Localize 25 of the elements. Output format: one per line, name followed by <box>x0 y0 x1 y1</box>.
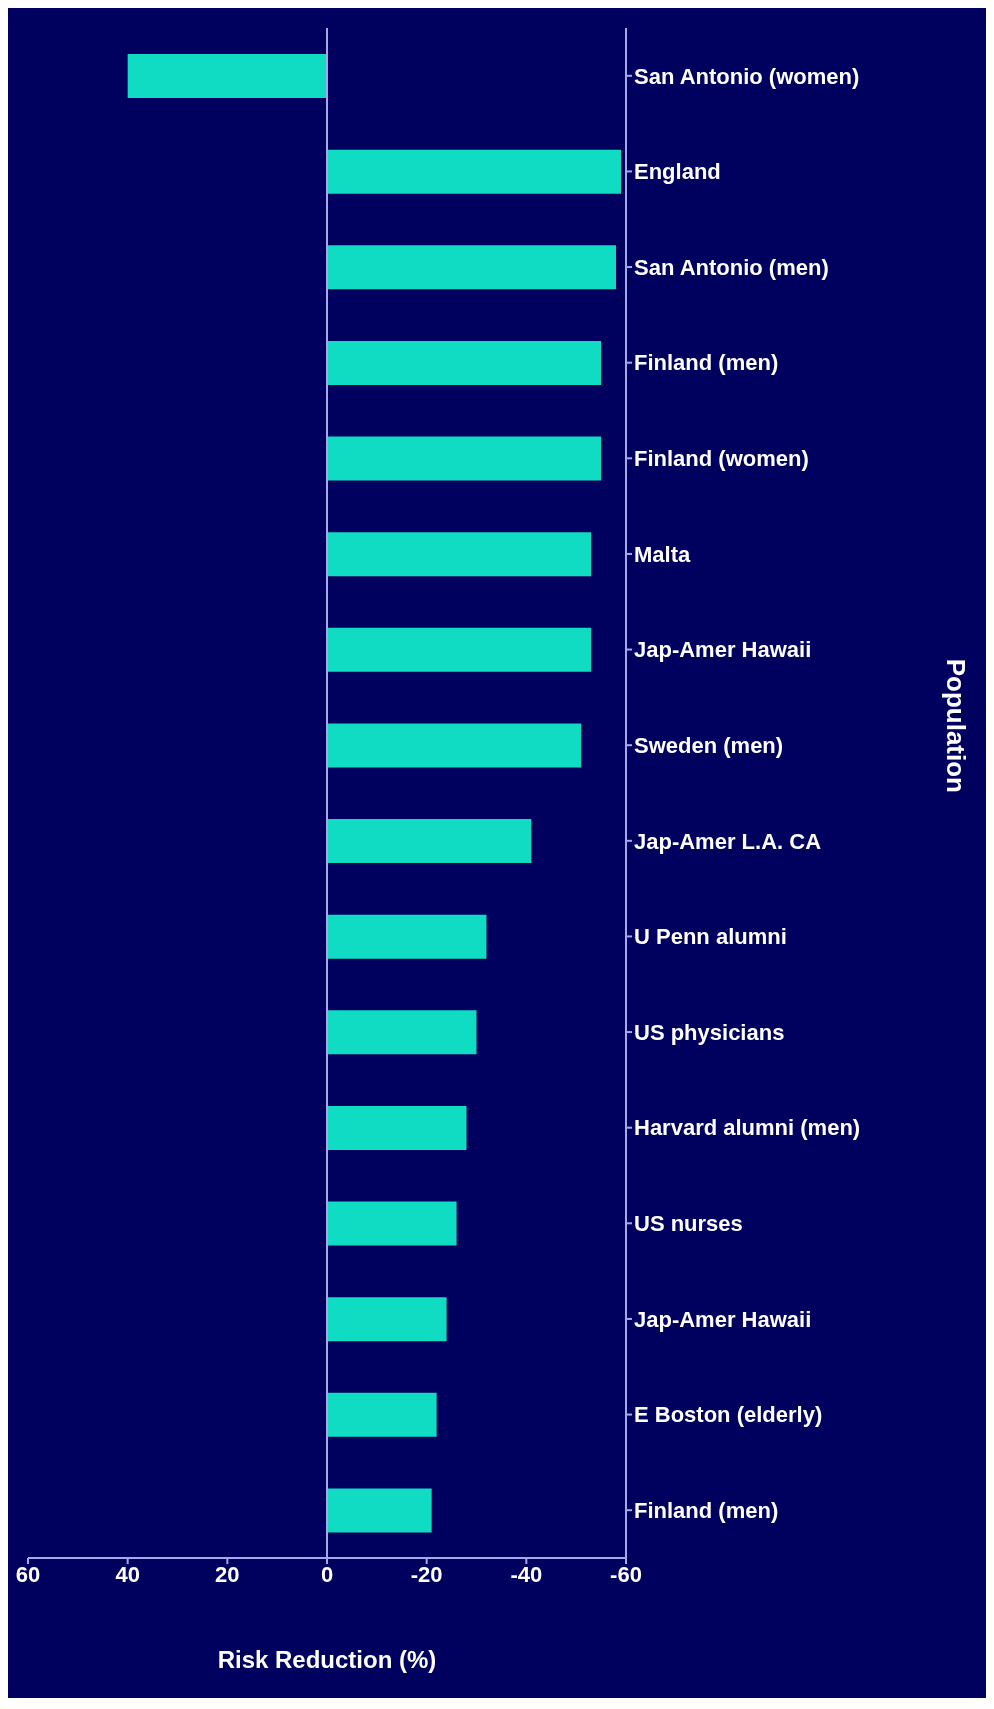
y-axis-title: Population <box>940 658 971 793</box>
x-tick-label: 0 <box>320 1561 334 1587</box>
x-tick-label: -20 <box>410 1561 443 1587</box>
y-tick-label: Finland (men) <box>634 350 779 376</box>
y-tick-label: Jap-Amer Hawaii <box>634 1306 812 1332</box>
y-tick-label: Jap-Amer Hawaii <box>634 637 812 663</box>
y-tick-label: Harvard alumni (men) <box>634 1115 861 1141</box>
y-tick-label: San Antonio (women) <box>634 63 860 89</box>
y-tick-label: Finland (women) <box>634 446 809 472</box>
x-tick-label: 40 <box>115 1561 140 1587</box>
y-tick-label: Sweden (men) <box>634 733 784 758</box>
y-tick-label: Finland (men) <box>634 1498 779 1523</box>
y-tick-label: Jap-Amer L.A. CA <box>634 828 822 854</box>
y-tick-label: US nurses <box>634 1211 743 1237</box>
y-tick-label: U Penn alumni <box>634 924 787 950</box>
x-tick-label: 60 <box>15 1561 41 1587</box>
x-tick-label: -60 <box>610 1561 642 1587</box>
y-tick-label: E Boston (elderly) <box>634 1402 823 1428</box>
x-tick-label: 20 <box>215 1561 240 1587</box>
y-tick-label: US physicians <box>634 1019 785 1045</box>
y-tick-label: England <box>634 159 721 185</box>
y-tick-label: San Antonio (men) <box>634 254 829 280</box>
y-tick-label: Malta <box>634 541 691 567</box>
x-axis-title: Risk Reduction (%) <box>217 1646 437 1673</box>
x-tick-label: -40 <box>510 1561 543 1587</box>
